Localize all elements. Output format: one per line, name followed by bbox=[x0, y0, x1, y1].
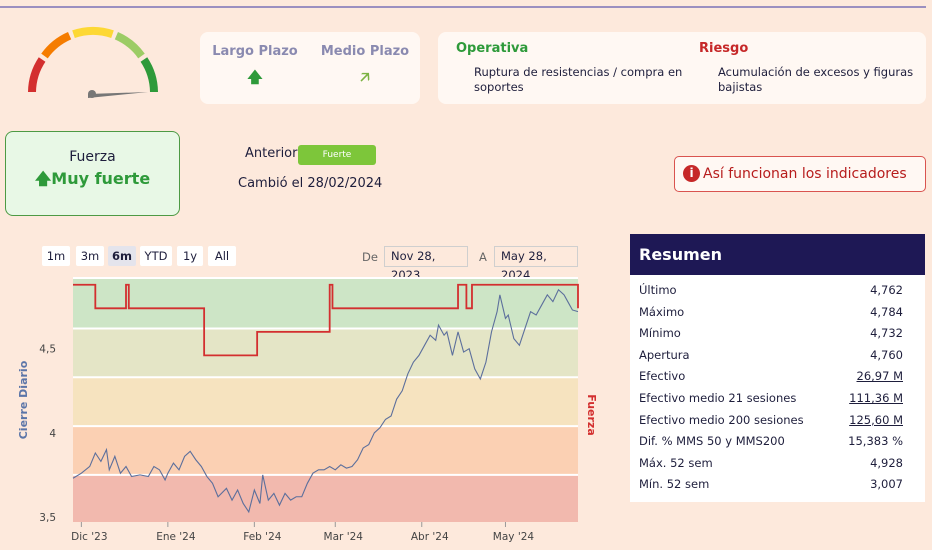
summary-value[interactable]: 111,36 M bbox=[849, 390, 903, 405]
summary-rows: Último 4,762 Máximo 4,784 Mínimo 4,732 Apertur… bbox=[630, 275, 925, 495]
top-divider bbox=[0, 6, 926, 8]
summary-value: 15,383 % bbox=[848, 434, 903, 449]
range-button-3m[interactable]: 3m bbox=[76, 246, 104, 266]
indicators-info-button[interactable]: i Así funcionan los indicadores bbox=[674, 156, 926, 192]
y-axis-label: Cierre Diario bbox=[17, 360, 30, 439]
y-tick-label: 4,5 bbox=[39, 344, 56, 356]
summary-label: Mín. 52 sem bbox=[639, 477, 710, 492]
summary-row: Apertura 4,760 bbox=[630, 344, 925, 366]
from-date-input[interactable]: Nov 28, 2023 bbox=[384, 246, 468, 282]
summary-row: Mínimo 4,732 bbox=[630, 322, 925, 344]
summary-label: Último bbox=[639, 283, 677, 297]
range-button-1y[interactable]: 1y bbox=[177, 246, 203, 266]
x-tick-label: Dic '23 bbox=[71, 531, 107, 543]
operativa-text: Ruptura de resistencias / compra en sopo… bbox=[474, 65, 683, 94]
riesgo-title: Riesgo bbox=[699, 41, 749, 56]
y-tick-label: 4 bbox=[49, 428, 56, 440]
summary-value: 4,732 bbox=[870, 326, 903, 341]
range-button-1m[interactable]: 1m bbox=[42, 246, 70, 266]
gauge-segment-lightgreen bbox=[114, 32, 145, 59]
summary-row: Último 4,762 bbox=[630, 279, 925, 301]
to-date-label: A bbox=[479, 250, 487, 264]
summary-value: 4,760 bbox=[870, 347, 903, 362]
x-tick-label: Abr '24 bbox=[411, 531, 449, 543]
arrow-up-icon: 🡅 bbox=[247, 68, 263, 86]
summary-value[interactable]: 26,97 M bbox=[856, 369, 904, 384]
x-tick-label: May '24 bbox=[493, 531, 535, 543]
summary-value: 4,784 bbox=[870, 304, 903, 319]
chart-band bbox=[73, 328, 578, 378]
strength-label: Fuerza bbox=[69, 149, 116, 165]
previous-label: Anterior bbox=[245, 146, 298, 161]
range-button-all[interactable]: All bbox=[208, 246, 236, 266]
gauge-segment-red bbox=[28, 57, 46, 93]
term-card: Largo Plazo 🡅 Medio Plazo 🡥 bbox=[200, 32, 420, 104]
summary-value: 4,762 bbox=[870, 283, 903, 297]
medium-term: Medio Plazo 🡥 bbox=[315, 44, 415, 92]
strength-card: Fuerza 🡅Muy fuerte bbox=[5, 131, 180, 216]
gauge-segment-yellow bbox=[72, 27, 114, 39]
summary-row: Efectivo medio 21 sesiones 111,36 M bbox=[630, 387, 925, 409]
long-term-label: Largo Plazo bbox=[212, 44, 298, 59]
summary-row: Máx. 52 sem 4,928 bbox=[630, 452, 925, 474]
summary-row: Efectivo medio 200 sesiones 125,60 M bbox=[630, 409, 925, 431]
info-icon: i bbox=[683, 165, 700, 182]
strength-step-line bbox=[73, 283, 579, 357]
strength-value-row: 🡅Muy fuerte bbox=[6, 168, 179, 195]
summary-row: Efectivo 26,97 M bbox=[630, 365, 925, 387]
y2-axis-label: Fuerza bbox=[585, 394, 598, 436]
summary-row: Dif. % MMS 50 y MMS200 15,383 % bbox=[630, 430, 925, 452]
chart-band bbox=[73, 426, 578, 475]
medium-term-label: Medio Plazo bbox=[320, 44, 410, 59]
operativa-title: Operativa bbox=[456, 41, 529, 56]
riesgo-text: Acumulación de excesos y figuras bajista… bbox=[718, 65, 914, 94]
summary-label: Máximo bbox=[639, 304, 685, 319]
changed-date: Cambió el 28/02/2024 bbox=[238, 176, 383, 191]
summary-label: Efectivo medio 200 sesiones bbox=[639, 412, 804, 427]
summary-label: Efectivo medio 21 sesiones bbox=[639, 390, 797, 405]
summary-title: Resumen bbox=[630, 234, 925, 275]
chart-band bbox=[73, 474, 578, 522]
range-button-6m[interactable]: 6m bbox=[108, 246, 136, 266]
summary-label: Apertura bbox=[639, 347, 690, 362]
arrow-up-icon: 🡅 bbox=[34, 169, 52, 188]
range-button-ytd[interactable]: YTD bbox=[140, 246, 172, 266]
strength-value: Muy fuerte bbox=[51, 169, 151, 188]
previous-badge: Fuerte bbox=[298, 145, 376, 165]
x-tick-label: Feb '24 bbox=[243, 531, 281, 543]
summary-value: 4,928 bbox=[870, 455, 903, 470]
gauge-needle bbox=[88, 92, 148, 98]
summary-label: Máx. 52 sem bbox=[639, 455, 713, 470]
strength-gauge bbox=[28, 27, 158, 98]
summary-row: Máximo 4,784 bbox=[630, 301, 925, 323]
summary-label: Mínimo bbox=[639, 326, 681, 341]
gauge-segment-orange bbox=[41, 32, 72, 59]
x-tick-label: Mar '24 bbox=[324, 531, 364, 543]
chart-band bbox=[73, 278, 578, 329]
summary-value[interactable]: 125,60 M bbox=[849, 412, 903, 427]
gauge-segment-green bbox=[140, 57, 158, 93]
chart-band bbox=[73, 377, 578, 427]
summary-label: Dif. % MMS 50 y MMS200 bbox=[639, 434, 785, 449]
summary-label: Efectivo bbox=[639, 369, 686, 384]
to-date-input[interactable]: May 28, 2024 bbox=[494, 246, 578, 282]
price-line bbox=[72, 288, 579, 514]
info-button-label: Así funcionan los indicadores bbox=[703, 165, 907, 182]
price-chart: 3,5 4 4,5 Dic '23 Ene '24 Feb '24 Mar '24 Abr '… bbox=[17, 277, 598, 543]
summary-panel: Resumen Último 4,762 Máximo 4,784 Mínimo 4,73… bbox=[630, 234, 925, 502]
gauge-pivot bbox=[88, 90, 96, 98]
summary-row: Mín. 52 sem 3,007 bbox=[630, 473, 925, 495]
from-date-label: De bbox=[362, 250, 378, 264]
summary-value: 3,007 bbox=[870, 477, 903, 492]
long-term: Largo Plazo 🡅 bbox=[205, 44, 305, 92]
arrow-up-right-icon: 🡥 bbox=[360, 68, 370, 86]
operations-card: Operativa Ruptura de resistencias / comp… bbox=[438, 32, 926, 104]
y-tick-label: 3,5 bbox=[39, 512, 56, 524]
x-tick-label: Ene '24 bbox=[156, 531, 196, 543]
